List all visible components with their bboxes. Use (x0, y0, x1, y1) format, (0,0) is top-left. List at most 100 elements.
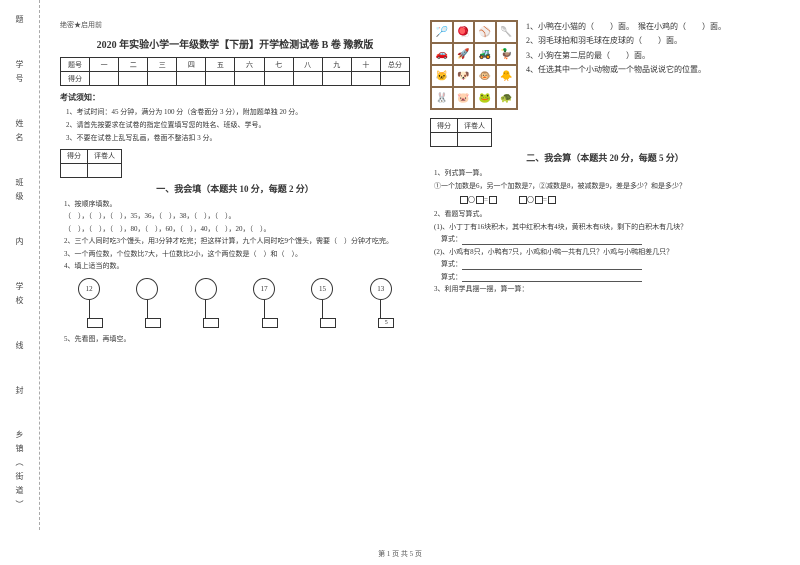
grid-cell: 🐰 (431, 87, 453, 109)
blank-line (462, 269, 642, 270)
ans-label: 算式： (441, 235, 462, 243)
blank-line (462, 244, 642, 245)
q-text: 3、利用学具摆一摆，算一算： (434, 284, 780, 295)
grid-cell: 🐱 (431, 65, 453, 87)
blank-line (462, 281, 642, 282)
q-text: 2、三个人同时吃3个馒头，用3分钟才吃完；担这样计算，九个人同时吃9个馒头，需要… (64, 236, 410, 247)
grid-cell: 🐥 (496, 65, 518, 87)
flag-item: 12 (76, 278, 103, 328)
flag-pole (205, 300, 206, 318)
grid-cell: 🏸 (431, 21, 453, 43)
mini-c2: 评卷人 (458, 119, 492, 133)
grid-cell: 🐸 (474, 87, 496, 109)
q-text: （ ），（ ），（ ），80，（ ），60，（ ），40，（ ），20，（ ）。 (64, 224, 410, 235)
grid-cell: 🥄 (496, 21, 518, 43)
flag-pole (264, 300, 265, 318)
side-label: 姓名 (14, 119, 25, 147)
rq: 3、小狗在第二层的最（ ）面。 (526, 49, 780, 63)
flag-circle: 13 (370, 278, 392, 300)
grid-cell: 🪀 (453, 21, 475, 43)
ans-label: 算式： (441, 260, 462, 268)
flag-circle (195, 278, 217, 300)
q-text: 1、按顺序填数。 (64, 199, 410, 210)
answer-line: 算式： (434, 259, 780, 270)
ans-label: 算式： (441, 273, 462, 281)
flag-pole (147, 300, 148, 318)
flag-rect (320, 318, 336, 328)
score-table: 题号 一 二 三 四 五 六 七 八 九 十 总分 得分 (60, 57, 410, 86)
flag-item: 13 5 (367, 278, 394, 328)
q-text: (1)、小丁丁有16块积木，其中红积木有4块，黄积木有6块，剩下的白积木有几块？ (434, 222, 780, 233)
mini-c2: 评卷人 (88, 149, 122, 163)
binding-sidebar: 题 学号 姓名 班级 内 学校 线 封 乡镇（街道） (0, 0, 40, 530)
grader-table: 得分 评卷人 (60, 149, 122, 178)
q-text: 2、看题写算式。 (434, 209, 780, 220)
flag-circle: 15 (311, 278, 333, 300)
grid-cell: 🚀 (453, 43, 475, 65)
th: 三 (148, 58, 177, 72)
confidential-label: 绝密★启用前 (60, 20, 410, 30)
th: 二 (119, 58, 148, 72)
notice-item: 2、请首先按要求在试卷的指定位置填写您的姓名、班级、学号。 (66, 120, 410, 131)
right-column: 🏸 🪀 ⚾ 🥄 🚗 🚀 🚜 🦆 🐱 🐶 🐵 🐥 (420, 15, 790, 535)
q-text: ①一个加数是6，另一个加数是7，②减数是8，被减数是9，差是多少？和是多少？ (434, 181, 780, 192)
page-content: 绝密★启用前 2020 年实验小学一年级数学【下册】开学检测试卷 B 卷 豫教版… (50, 15, 790, 535)
box-icon (548, 196, 556, 204)
q-text: 3、一个两位数，个位数比7大，十位数比2小，这个两位数是（ ）和（ ）。 (64, 249, 410, 260)
answer-line: 算式： (434, 272, 780, 283)
flag-circle: 12 (78, 278, 100, 300)
q-text: 1、列式算一算。 (434, 168, 780, 179)
th: 一 (90, 58, 119, 72)
side-label: 学号 (14, 60, 25, 88)
box-icon (519, 196, 527, 204)
th: 题号 (61, 58, 90, 72)
mini-c1: 得分 (431, 119, 458, 133)
grid-cell: 🐵 (474, 65, 496, 87)
exam-title: 2020 年实验小学一年级数学【下册】开学检测试卷 B 卷 豫教版 (60, 36, 410, 51)
box-icon (489, 196, 497, 204)
box-icon (460, 196, 468, 204)
notice-item: 1、考试时间：45 分钟，满分为 100 分（含卷面分 3 分），附加题单独 2… (66, 107, 410, 118)
side-label: 内 (14, 237, 25, 251)
rq: 4、任选其中一个小动物或一个物品说说它的位置。 (526, 63, 780, 77)
th: 总分 (380, 58, 409, 72)
grid-cell: 🐷 (453, 87, 475, 109)
section2-title: 二、我会算（本题共 20 分，每题 5 分） (430, 151, 780, 164)
box-icon (476, 196, 484, 204)
grid-cell: 🐢 (496, 87, 518, 109)
th: 五 (206, 58, 235, 72)
th: 八 (293, 58, 322, 72)
flag-pole (322, 300, 323, 318)
th: 六 (235, 58, 264, 72)
rq: 1、小鸭在小猫的（ ）面。 猴在小鸡的（ ）面。 (526, 20, 780, 34)
flag-rect (203, 318, 219, 328)
flag-item: 15 (309, 278, 336, 328)
th: 九 (322, 58, 351, 72)
grid-cell: 🐶 (453, 65, 475, 87)
side-label: 学校 (14, 282, 25, 310)
object-grid: 🏸 🪀 ⚾ 🥄 🚗 🚀 🚜 🦆 🐱 🐶 🐵 🐥 (430, 20, 518, 110)
side-label: 线 (14, 341, 25, 355)
side-label: 班级 (14, 178, 25, 206)
th: 七 (264, 58, 293, 72)
section1-title: 一、我会填（本题共 10 分，每题 2 分） (60, 182, 410, 195)
grid-cell: ⚾ (474, 21, 496, 43)
th: 十 (351, 58, 380, 72)
flag-rect: 5 (378, 318, 394, 328)
flag-rect (262, 318, 278, 328)
grid-cell: 🦆 (496, 43, 518, 65)
grid-cell: 🚗 (431, 43, 453, 65)
left-column: 绝密★启用前 2020 年实验小学一年级数学【下册】开学检测试卷 B 卷 豫教版… (50, 15, 420, 535)
flag-item: 17 (251, 278, 278, 328)
mini-c1: 得分 (61, 149, 88, 163)
q-text: 4、填上适当的数。 (64, 261, 410, 272)
flag-item (192, 278, 219, 328)
grid-questions: 1、小鸭在小猫的（ ）面。 猴在小鸡的（ ）面。 2、羽毛球拍和羽毛球在皮球的（… (526, 20, 780, 78)
flag-row: 12 17 15 (60, 278, 410, 328)
q-text: 5、先看图，再填空。 (64, 334, 410, 345)
flag-item (134, 278, 161, 328)
side-label: 乡镇（街道） (14, 430, 25, 514)
flag-pole (89, 300, 90, 318)
flag-circle: 17 (253, 278, 275, 300)
notice-heading: 考试须知： (60, 92, 410, 103)
